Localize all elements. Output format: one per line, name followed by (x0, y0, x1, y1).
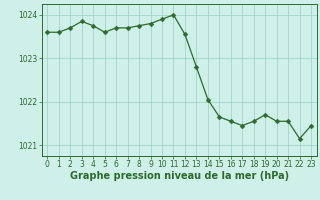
X-axis label: Graphe pression niveau de la mer (hPa): Graphe pression niveau de la mer (hPa) (70, 171, 289, 181)
